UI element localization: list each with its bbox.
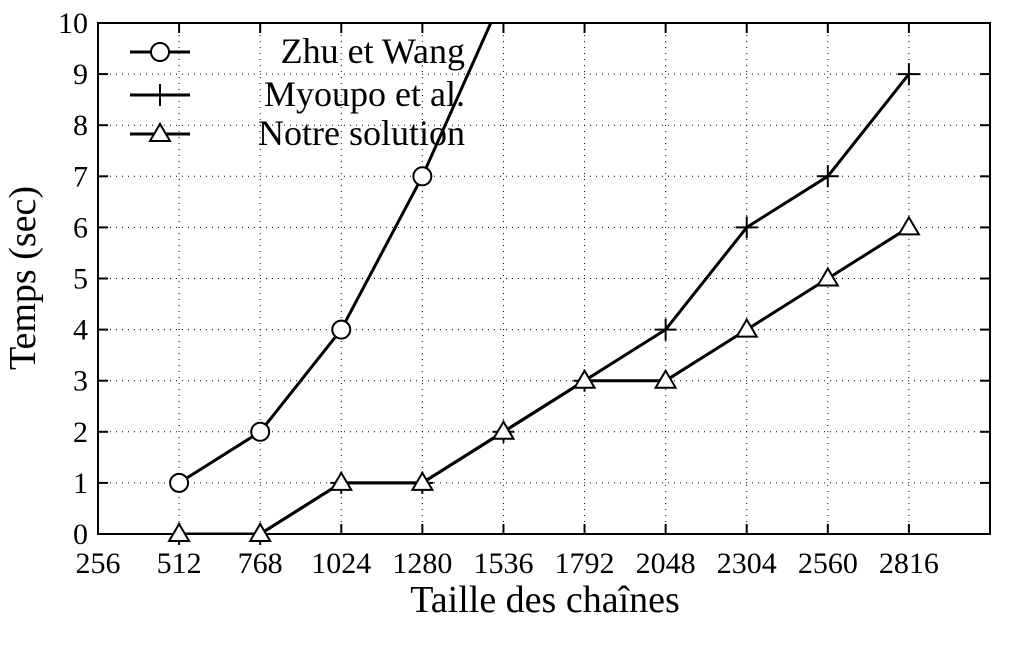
x-tick-label: 256 <box>76 547 121 580</box>
legend-marker-zhu-et-wang <box>150 42 170 62</box>
grid <box>98 23 990 534</box>
y-tick-label: 2 <box>73 416 88 449</box>
x-tick-label: 768 <box>238 547 283 580</box>
legend-marker-notre-solution <box>148 122 172 142</box>
data-point-myoupo-et-al <box>816 165 839 188</box>
y-tick-label: 1 <box>73 467 88 500</box>
x-tick-label: 1536 <box>473 547 533 580</box>
x-tick-label: 2560 <box>798 547 858 580</box>
data-point-notre-solution <box>491 419 516 440</box>
data-point-zhu-et-wang <box>169 472 190 493</box>
data-point-notre-solution <box>734 317 759 338</box>
data-point-notre-solution <box>167 522 191 542</box>
data-point-notre-solution <box>653 368 678 389</box>
x-tick-label: 2816 <box>879 547 939 580</box>
data-point-notre-solution <box>410 470 435 491</box>
y-tick-label: 8 <box>73 109 88 142</box>
axis-ticks: 256 512 768 1024 1280 1536 1792 2048 2304 2560 281… <box>58 7 990 580</box>
y-tick-label: 9 <box>73 58 88 91</box>
data-point-notre-solution <box>329 470 354 491</box>
series-line-notre-solution <box>179 226 910 534</box>
legend-label-myoupo-et-al: Myoupo et al. <box>264 74 465 114</box>
y-tick-label: 0 <box>73 518 88 551</box>
data-point-zhu-et-wang <box>331 319 352 340</box>
data-point-myoupo-et-al <box>897 63 920 86</box>
data-point-zhu-et-wang <box>250 421 271 442</box>
y-tick-label: 6 <box>73 211 88 244</box>
y-tick-label: 4 <box>73 314 88 347</box>
x-tick-label: 1280 <box>392 547 452 580</box>
x-tick-label: 2304 <box>717 547 777 580</box>
data-point-notre-solution <box>897 215 921 236</box>
legend-label-notre-solution: Notre solution <box>258 113 465 153</box>
data-point-notre-solution <box>572 368 597 389</box>
y-tick-label: 3 <box>73 365 88 398</box>
data-point-notre-solution <box>816 266 840 287</box>
x-tick-label: 512 <box>157 547 202 580</box>
data-point-myoupo-et-al <box>735 216 758 239</box>
legend-label-zhu-et-wang: Zhu et Wang <box>281 31 465 71</box>
y-tick-label: 5 <box>73 263 88 296</box>
data-point-myoupo-et-al <box>654 318 677 341</box>
markers <box>167 63 921 545</box>
y-axis-title: Temps (sec) <box>2 186 44 370</box>
data-point-notre-solution <box>248 522 272 542</box>
legend-marker-myoupo-et-al <box>149 84 171 106</box>
plot-frame <box>97 22 991 535</box>
x-axis-title: Taille des chaînes <box>410 579 680 621</box>
y-tick-label: 7 <box>73 160 88 193</box>
x-tick-label: 1792 <box>555 547 615 580</box>
x-tick-label: 1024 <box>311 547 371 580</box>
y-tick-label: 10 <box>58 7 88 40</box>
data-point-zhu-et-wang <box>412 166 433 187</box>
x-tick-label: 2048 <box>636 547 696 580</box>
